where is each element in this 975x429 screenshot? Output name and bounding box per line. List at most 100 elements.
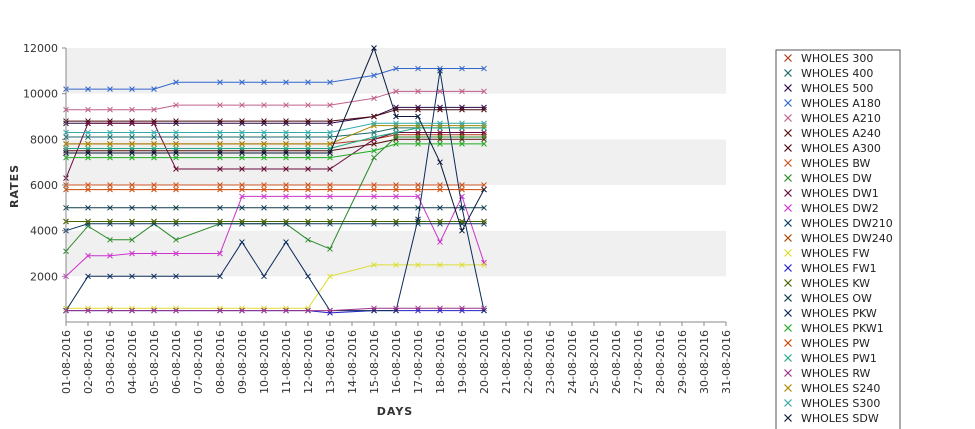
data-point-marker xyxy=(459,227,465,234)
legend-marker-icon xyxy=(784,354,792,362)
data-point-marker xyxy=(437,120,443,127)
data-point-marker xyxy=(437,129,443,136)
legend-item: WHOLES A210 xyxy=(784,112,881,125)
data-point-marker xyxy=(261,120,267,127)
data-point-marker xyxy=(239,150,245,156)
data-point-marker xyxy=(217,307,223,314)
legend-label: WHOLES A300 xyxy=(801,142,881,155)
data-point-marker xyxy=(283,239,289,245)
data-point-marker xyxy=(371,120,377,127)
data-point-marker xyxy=(437,239,443,245)
data-point-marker xyxy=(415,141,421,147)
series-line xyxy=(66,143,484,159)
data-point-marker xyxy=(261,154,267,161)
data-point-marker xyxy=(305,204,311,211)
legend-marker-icon xyxy=(784,324,792,332)
legend-label: WHOLES DW1 xyxy=(801,187,879,200)
grid-band xyxy=(66,139,726,185)
data-point-marker xyxy=(283,141,289,147)
data-point-marker xyxy=(393,122,399,129)
data-point-marker xyxy=(129,273,135,280)
data-point-marker xyxy=(151,86,157,92)
legend-label: WHOLES OW xyxy=(801,292,872,305)
series-wholes-fw xyxy=(63,262,487,312)
data-point-marker xyxy=(173,118,179,124)
data-point-marker xyxy=(371,147,377,154)
x-tick-label: 09-08-2016 xyxy=(236,330,249,394)
x-tick-label: 06-08-2016 xyxy=(170,330,183,394)
data-point-marker xyxy=(437,218,443,225)
data-point-marker xyxy=(305,134,311,140)
data-point-marker xyxy=(85,220,91,227)
data-point-marker xyxy=(393,65,399,72)
data-point-marker xyxy=(305,218,311,225)
x-tick-label: 29-08-2016 xyxy=(676,330,689,394)
data-point-marker xyxy=(239,166,245,172)
data-point-marker xyxy=(305,145,311,152)
data-point-marker xyxy=(151,182,157,188)
data-point-marker xyxy=(151,273,157,280)
legend-label: WHOLES KW xyxy=(801,277,870,290)
data-point-marker xyxy=(173,147,179,154)
data-point-marker xyxy=(327,134,333,140)
legend-label: WHOLES PKW1 xyxy=(801,322,884,335)
data-point-marker xyxy=(415,125,421,131)
data-point-marker xyxy=(371,129,377,136)
series-line xyxy=(66,109,484,122)
data-point-marker xyxy=(217,154,223,161)
data-point-marker xyxy=(217,129,223,136)
data-point-marker xyxy=(327,102,333,108)
data-point-marker xyxy=(327,218,333,225)
legend-item: WHOLES DW xyxy=(784,172,872,185)
data-point-marker xyxy=(283,218,289,225)
data-point-marker xyxy=(151,204,157,211)
data-point-marker xyxy=(107,145,113,152)
data-point-marker xyxy=(437,122,443,129)
series-wholes-dw210 xyxy=(63,220,487,234)
series-wholes-rw xyxy=(63,305,487,314)
data-point-marker xyxy=(239,186,245,193)
data-point-marker xyxy=(129,147,135,154)
data-point-marker xyxy=(415,88,421,95)
data-point-marker xyxy=(305,305,311,312)
data-point-marker xyxy=(217,134,223,140)
data-point-marker xyxy=(415,216,421,223)
data-point-marker xyxy=(129,186,135,193)
data-point-marker xyxy=(393,104,399,111)
data-point-marker xyxy=(327,141,333,147)
legend-item: WHOLES A300 xyxy=(784,142,881,155)
data-point-marker xyxy=(393,204,399,211)
data-point-marker xyxy=(459,129,465,136)
data-point-marker xyxy=(305,236,311,243)
series-line xyxy=(66,264,484,309)
data-point-marker xyxy=(283,220,289,227)
x-tick-label: 14-08-2016 xyxy=(346,330,359,394)
data-point-marker xyxy=(261,118,267,124)
x-tick-label: 28-08-2016 xyxy=(654,330,667,394)
data-point-marker xyxy=(305,273,311,280)
data-point-marker xyxy=(217,204,223,211)
data-point-marker xyxy=(239,305,245,312)
legend-marker-icon xyxy=(784,294,792,302)
data-point-marker xyxy=(151,305,157,312)
legend-label: WHOLES 500 xyxy=(801,82,873,95)
data-point-marker xyxy=(437,262,443,268)
data-point-marker xyxy=(239,141,245,147)
data-point-marker xyxy=(415,307,421,314)
data-point-marker xyxy=(393,120,399,127)
legend-label: WHOLES DW240 xyxy=(801,232,893,245)
data-point-marker xyxy=(481,220,487,227)
series-line xyxy=(66,68,484,90)
data-point-marker xyxy=(239,204,245,211)
data-point-marker xyxy=(85,218,91,225)
data-point-marker xyxy=(107,305,113,312)
legend-marker-icon xyxy=(784,144,792,152)
data-point-marker xyxy=(327,154,333,161)
data-point-marker xyxy=(173,129,179,136)
legend-marker-icon xyxy=(784,339,792,347)
series-line xyxy=(66,90,484,111)
data-point-marker xyxy=(129,305,135,312)
data-point-marker xyxy=(459,65,465,72)
data-point-marker xyxy=(415,218,421,225)
data-point-marker xyxy=(239,218,245,225)
